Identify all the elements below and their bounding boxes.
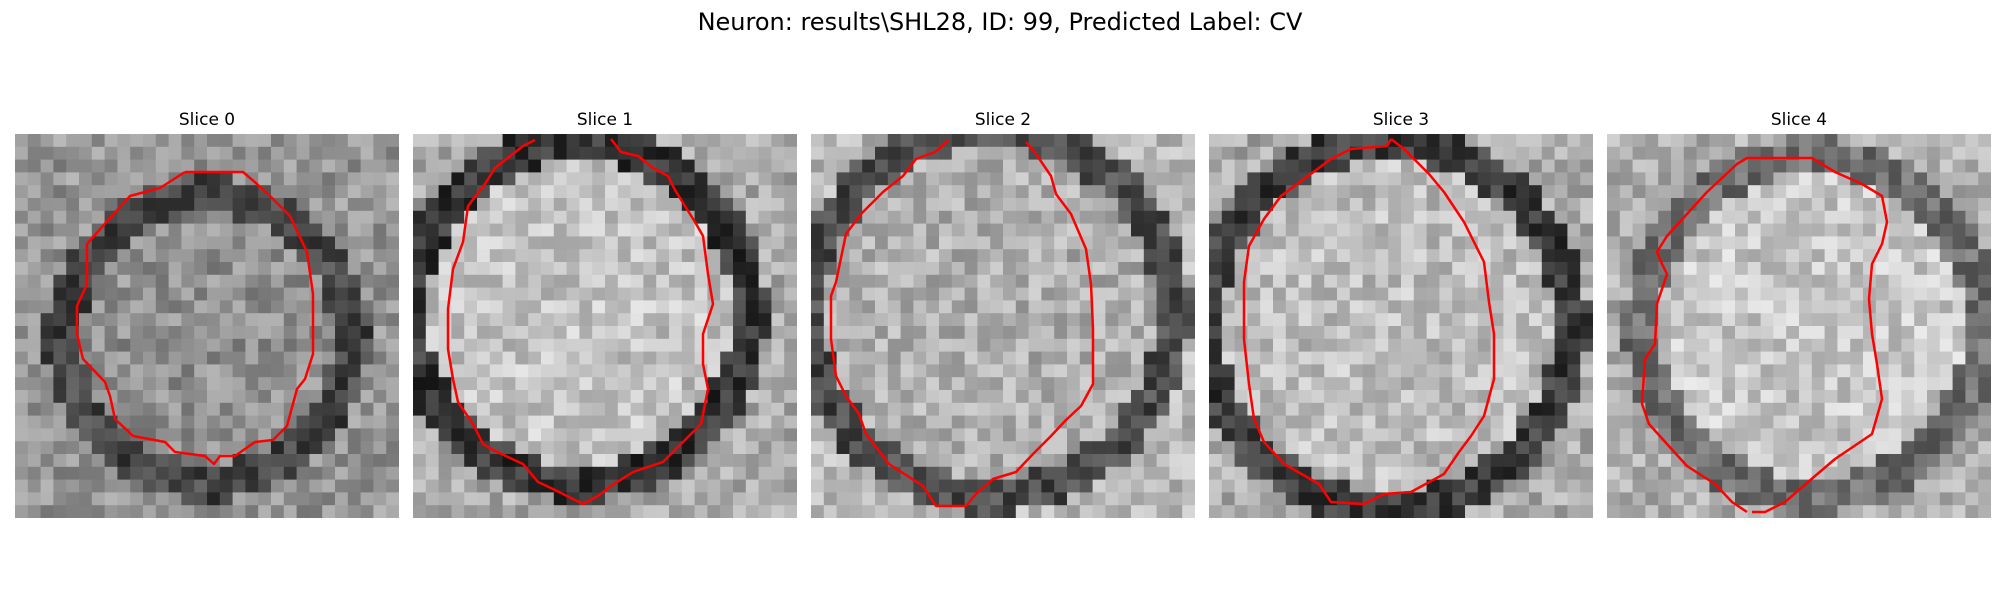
slice-title: Slice 2 xyxy=(974,110,1032,130)
slice-title: Slice 3 xyxy=(1372,110,1430,130)
slice-panel-1: Slice 1 xyxy=(413,108,797,518)
grayscale-image-pixels xyxy=(1209,134,1593,518)
slice-image xyxy=(1607,134,1991,518)
grayscale-image-pixels xyxy=(413,134,797,518)
slice-panel-4: Slice 4 xyxy=(1607,108,1991,518)
figure-title: Neuron: results\SHL28, ID: 99, Predicted… xyxy=(697,8,1303,36)
cell-contour xyxy=(75,170,315,466)
slice-image xyxy=(413,134,797,518)
slice-image xyxy=(15,134,399,518)
slice-panel-3: Slice 3 xyxy=(1209,108,1593,518)
cell-contour xyxy=(1242,138,1496,506)
cell-contour xyxy=(1640,156,1889,514)
slice-panel-0: Slice 0 xyxy=(15,108,399,518)
slice-title: Slice 4 xyxy=(1770,110,1828,130)
slice-panel-2: Slice 2 xyxy=(811,108,1195,518)
slice-title: Slice 1 xyxy=(576,110,634,130)
grayscale-image-pixels xyxy=(1607,134,1991,518)
slice-image xyxy=(811,134,1195,518)
grayscale-image-pixels xyxy=(811,134,1195,518)
cell-contour xyxy=(829,139,1095,508)
cell-contour xyxy=(446,138,715,506)
slice-title: Slice 0 xyxy=(178,110,236,130)
slice-image xyxy=(1209,134,1593,518)
grayscale-image-pixels xyxy=(15,134,399,518)
